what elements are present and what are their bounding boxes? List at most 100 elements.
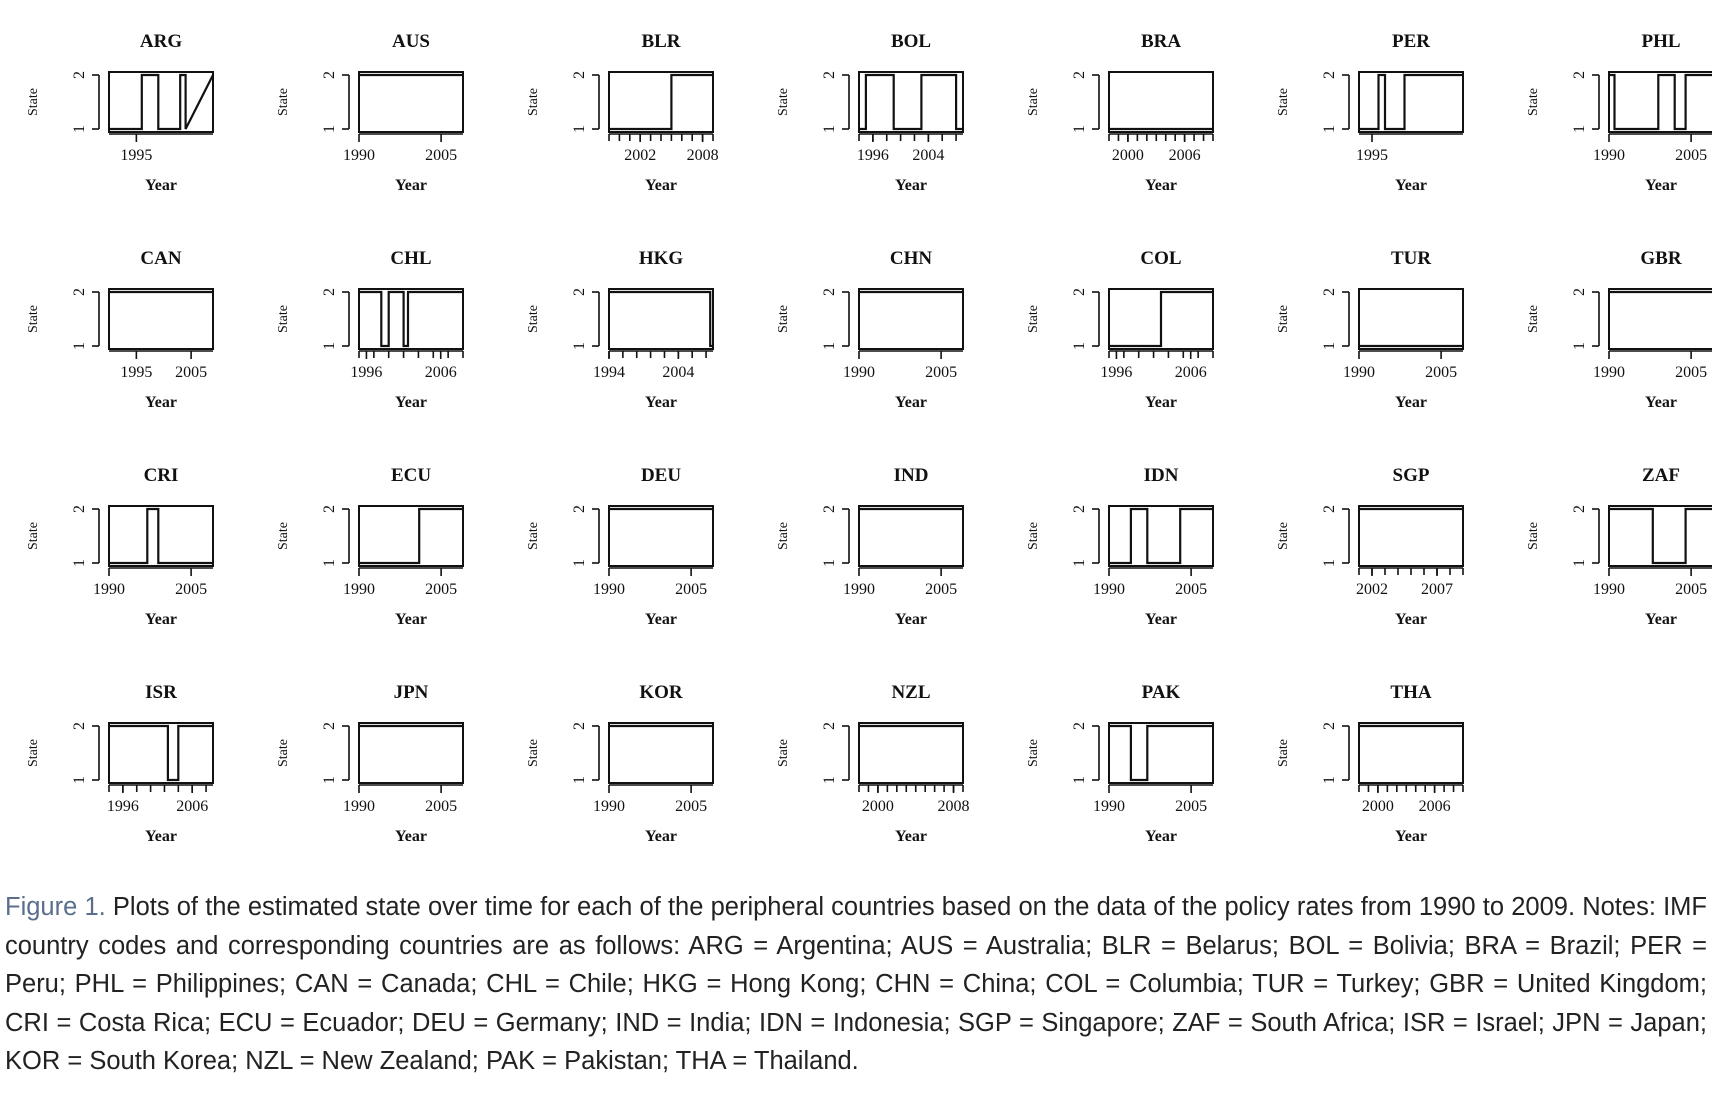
panel-pak: PAK 1 2 State 1990 2005 Year	[1005, 659, 1249, 876]
chart-title: BOL	[891, 31, 931, 52]
y-tick-label: 1	[1071, 342, 1088, 350]
plot-frame	[608, 722, 714, 784]
plot-frame	[858, 71, 964, 133]
panel-idn: IDN 1 2 State 1990 2005 Year	[1005, 442, 1249, 659]
state-series	[109, 724, 213, 782]
panel-chl: CHL 1 2 State 1996 2006 Year	[255, 225, 499, 442]
plot-frame	[608, 288, 714, 350]
x-tick-label: 2000	[1112, 147, 1144, 164]
chart-title: AUS	[392, 31, 430, 52]
panel-deu: DEU 1 2 State 1990 2005 Year	[505, 442, 749, 659]
x-tick-label: 2005	[1175, 798, 1207, 815]
plot-frame	[1358, 288, 1464, 350]
y-tick-label: 1	[1321, 776, 1338, 784]
y-axis-title: State	[276, 739, 291, 767]
plot-frame	[858, 505, 964, 567]
chart-title: CRI	[144, 465, 179, 486]
plot-frame	[1108, 722, 1214, 784]
panel-kor: KOR 1 2 State 1990 2005 Year	[505, 659, 749, 876]
chart-ecu: ECU 1 2 State 1990 2005 Year	[276, 465, 464, 628]
x-tick-label: 1990	[1593, 581, 1625, 598]
plot-frame	[108, 288, 214, 350]
y-axis-title: State	[1276, 522, 1291, 550]
x-tick-label: 1990	[343, 798, 375, 815]
chart-title: IDN	[1144, 465, 1179, 486]
y-tick-label: 1	[571, 559, 588, 567]
chart-tha: THA 1 2 State 2000 2006 Year	[1276, 682, 1464, 845]
panel-blr: BLR 1 2 State 2002 2008 Year	[505, 8, 749, 225]
chart-tur: TUR 1 2 State 1990 2005 Year	[1276, 248, 1464, 411]
x-tick-label: 1996	[857, 147, 889, 164]
x-tick-label: 2005	[175, 581, 207, 598]
x-tick-label: 1995	[120, 147, 152, 164]
y-axis-title: State	[526, 522, 541, 550]
chart-title: PER	[1392, 31, 1430, 52]
plot-frame	[1358, 505, 1464, 567]
panel-per: PER 1 2 State 1995 Year	[1255, 8, 1499, 225]
x-tick-label: 2007	[1421, 581, 1453, 598]
panel-tur: TUR 1 2 State 1990 2005 Year	[1255, 225, 1499, 442]
plot-frame	[1108, 505, 1214, 567]
x-tick-label: 1995	[1356, 147, 1388, 164]
y-tick-label: 2	[321, 505, 338, 513]
panel-chn: CHN 1 2 State 1990 2005 Year	[755, 225, 999, 442]
chart-title: THA	[1390, 682, 1431, 703]
y-tick-label: 2	[321, 722, 338, 730]
x-tick-label: 2005	[1425, 364, 1457, 381]
plot-frame	[1108, 288, 1214, 350]
chart-nzl: NZL 1 2 State 2000 2008 Year	[776, 682, 970, 845]
plot-frame	[108, 722, 214, 784]
x-axis-title: Year	[1395, 828, 1427, 845]
x-axis-title: Year	[645, 611, 677, 628]
plot-frame	[858, 722, 964, 784]
state-series	[1109, 724, 1213, 782]
y-tick-label: 1	[821, 342, 838, 350]
x-tick-label: 2000	[862, 798, 894, 815]
state-series	[609, 290, 713, 348]
chart-title: HKG	[639, 248, 684, 269]
x-tick-label: 2005	[675, 798, 707, 815]
x-tick-label: 1990	[93, 581, 125, 598]
x-tick-label: 1996	[1100, 364, 1132, 381]
y-axis-title: State	[1276, 305, 1291, 333]
y-tick-label: 1	[321, 342, 338, 350]
y-tick-label: 2	[321, 288, 338, 296]
y-axis-title: State	[526, 88, 541, 116]
y-tick-label: 2	[571, 722, 588, 730]
y-tick-label: 1	[1071, 125, 1088, 133]
y-tick-label: 2	[1321, 288, 1338, 296]
y-axis-title: State	[1526, 305, 1541, 333]
plot-frame	[608, 71, 714, 133]
x-axis-title: Year	[395, 828, 427, 845]
panel-cri: CRI 1 2 State 1990 2005 Year	[5, 442, 249, 659]
y-tick-label: 2	[321, 71, 338, 79]
x-tick-label: 2005	[925, 364, 957, 381]
x-tick-label: 1990	[1343, 364, 1375, 381]
y-tick-label: 2	[821, 288, 838, 296]
x-tick-label: 1990	[1593, 364, 1625, 381]
x-tick-label: 2004	[662, 364, 694, 381]
x-axis-title: Year	[1645, 394, 1677, 411]
y-axis-title: State	[1526, 522, 1541, 550]
chart-arg: ARG 1 2 State 1995 Year	[26, 31, 214, 194]
x-tick-label: 2005	[425, 581, 457, 598]
x-axis-title: Year	[645, 177, 677, 194]
chart-title: PAK	[1142, 682, 1181, 703]
x-axis-title: Year	[145, 828, 177, 845]
chart-title: COL	[1140, 248, 1181, 269]
chart-blr: BLR 1 2 State 2002 2008 Year	[526, 31, 719, 194]
chart-gbr: GBR 1 2 State 1990 2005 Year	[1526, 248, 1712, 411]
y-tick-label: 1	[321, 559, 338, 567]
figure-caption: Figure 1. Plots of the estimated state o…	[5, 888, 1707, 1081]
state-series	[109, 73, 214, 131]
chart-zaf: ZAF 1 2 State 1990 2005 Year	[1526, 465, 1712, 628]
chart-title: DEU	[641, 465, 681, 486]
plot-frame	[608, 505, 714, 567]
y-tick-label: 2	[1071, 288, 1088, 296]
y-tick-label: 2	[71, 722, 88, 730]
y-tick-label: 1	[1321, 342, 1338, 350]
x-tick-label: 2008	[687, 147, 719, 164]
chart-kor: KOR 1 2 State 1990 2005 Year	[526, 682, 714, 845]
chart-title: CAN	[140, 248, 181, 269]
chart-title: KOR	[639, 682, 683, 703]
